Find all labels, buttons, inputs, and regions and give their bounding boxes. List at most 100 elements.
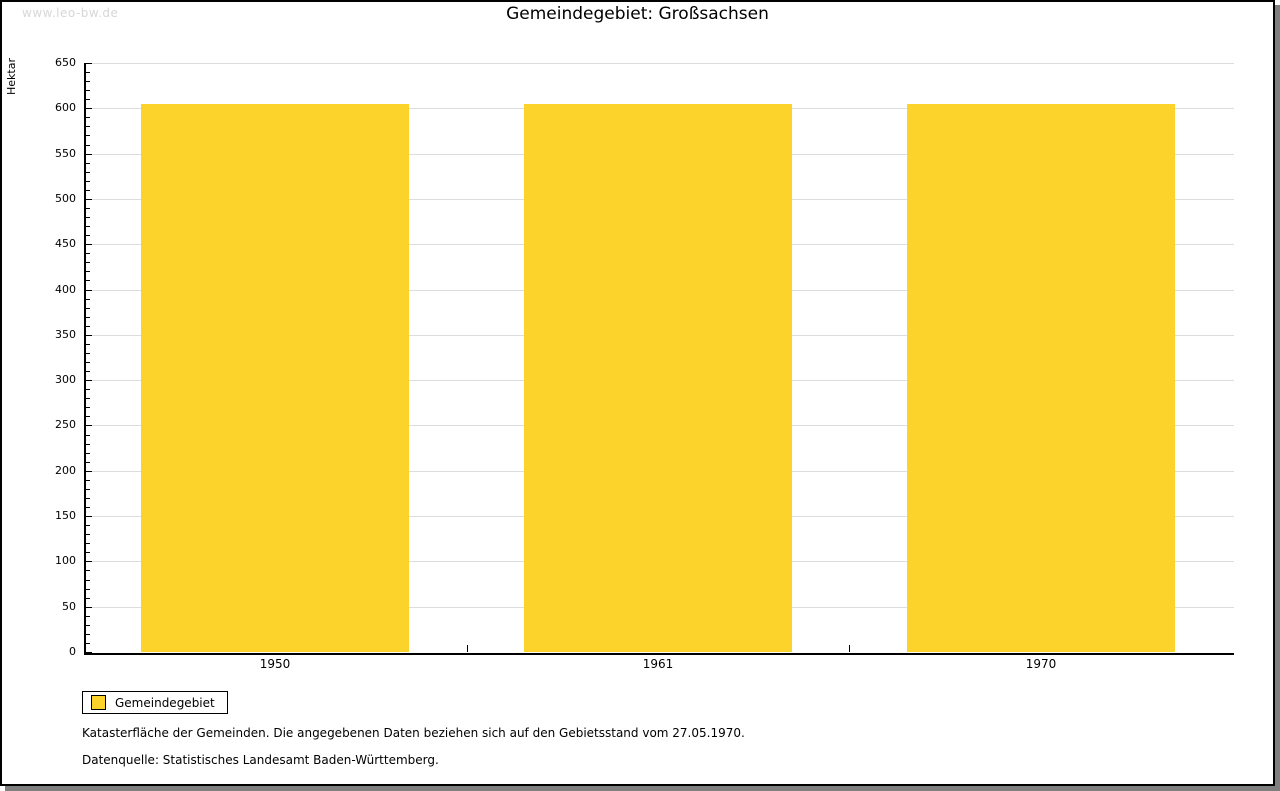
y-axis-tick <box>86 452 90 454</box>
y-tick-label: 200 <box>55 463 76 477</box>
y-tick-label: 100 <box>55 554 76 568</box>
x-axis-tick <box>849 645 850 652</box>
y-axis-tick <box>86 289 92 291</box>
y-axis-tick <box>86 81 90 83</box>
legend: Gemeindegebiet <box>82 691 228 714</box>
y-axis-tick <box>86 416 90 418</box>
y-axis-tick <box>86 90 90 92</box>
y-axis-tick <box>86 171 90 173</box>
y-axis-tick <box>86 507 90 508</box>
y-axis-tick <box>86 253 90 255</box>
y-axis-tick <box>86 389 90 391</box>
y-axis-tick <box>86 434 90 436</box>
y-axis-tick <box>86 316 90 318</box>
footnote-source-note: Katasterfläche der Gemeinden. Die angege… <box>82 726 745 740</box>
x-tick-label: 1970 <box>1025 657 1057 671</box>
watermark: www.leo-bw.de <box>22 6 119 20</box>
y-axis-tick <box>86 180 90 182</box>
legend-label: Gemeindegebiet <box>115 695 215 710</box>
y-axis-tick <box>86 226 90 228</box>
y-axis-tick <box>86 561 92 563</box>
y-axis-tick <box>86 72 90 74</box>
y-tick-label: 250 <box>55 418 76 432</box>
y-tick-label: 400 <box>55 282 76 296</box>
y-tick-label: 50 <box>62 599 76 613</box>
y-axis-tick <box>86 126 90 128</box>
y-axis-tick <box>86 271 90 273</box>
bar <box>524 104 792 652</box>
y-axis-tick <box>86 652 92 653</box>
bar <box>907 104 1175 652</box>
y-tick-label: 600 <box>55 101 76 115</box>
y-axis-tick <box>86 579 90 581</box>
y-axis-tick <box>86 99 90 101</box>
y-axis-tick <box>86 217 90 219</box>
y-axis-tick <box>86 108 92 110</box>
y-axis-tick <box>86 334 92 336</box>
y-tick-label: 650 <box>55 56 76 69</box>
y-axis-tick <box>86 624 90 626</box>
y-axis-tick <box>86 497 90 499</box>
y-axis-tick <box>86 117 90 119</box>
y-axis-tick <box>86 543 90 545</box>
gridline <box>86 63 1234 64</box>
y-axis-tick <box>86 153 92 155</box>
y-axis-tick <box>86 425 92 427</box>
x-tick-label: 1950 <box>259 657 291 671</box>
y-axis-tick <box>86 207 90 209</box>
footnote-data-source: Datenquelle: Statistisches Landesamt Bad… <box>82 753 439 767</box>
y-axis-tick <box>86 343 90 345</box>
y-axis-tick <box>86 615 90 617</box>
y-axis-tick <box>86 642 90 644</box>
y-axis-tick <box>86 189 90 191</box>
y-axis-tick <box>86 407 90 409</box>
y-tick-label: 350 <box>55 327 76 341</box>
y-axis-tick <box>86 362 90 364</box>
y-axis-tick <box>86 371 90 373</box>
y-axis-tick <box>86 325 90 327</box>
y-axis-tick <box>86 443 90 445</box>
y-axis-line <box>84 63 86 654</box>
legend-swatch <box>91 695 106 710</box>
y-axis-tick <box>86 352 90 354</box>
y-axis-tick <box>86 307 90 309</box>
y-tick-label: 0 <box>69 645 76 658</box>
y-axis-tick <box>86 298 90 300</box>
y-axis-tick <box>86 516 92 518</box>
y-axis-tick <box>86 144 90 146</box>
y-tick-label: 450 <box>55 237 76 251</box>
y-axis-tick <box>86 525 90 527</box>
y-axis-tick <box>86 244 92 246</box>
x-tick-label: 1961 <box>642 657 674 671</box>
y-axis-tick <box>86 63 92 64</box>
y-axis-tick <box>86 235 90 237</box>
y-axis-tick <box>86 280 90 282</box>
chart-title: Gemeindegebiet: Großsachsen <box>506 4 769 24</box>
y-axis-tick <box>86 606 92 608</box>
y-axis-tick <box>86 597 90 599</box>
y-axis-tick <box>86 262 90 264</box>
y-axis-tick <box>86 162 90 164</box>
y-tick-label: 300 <box>55 373 76 387</box>
y-tick-label: 500 <box>55 191 76 205</box>
bar <box>141 104 409 652</box>
y-axis-tick <box>86 198 92 200</box>
y-axis-tick <box>86 570 90 572</box>
y-axis-tick <box>86 552 90 554</box>
y-axis-tick <box>86 135 90 137</box>
y-axis-tick <box>86 534 90 536</box>
y-axis-tick <box>86 380 92 382</box>
y-tick-label: 550 <box>55 146 76 160</box>
y-axis-tick <box>86 479 90 481</box>
y-axis-tick <box>86 470 92 472</box>
y-axis-tick <box>86 633 90 635</box>
y-tick-label: 150 <box>55 509 76 523</box>
y-axis-tick <box>86 398 90 400</box>
x-axis-tick <box>467 645 468 652</box>
y-axis-tick <box>86 461 90 463</box>
x-axis-line <box>84 653 1234 655</box>
y-axis-tick <box>86 588 90 590</box>
y-axis-tick <box>86 488 90 490</box>
